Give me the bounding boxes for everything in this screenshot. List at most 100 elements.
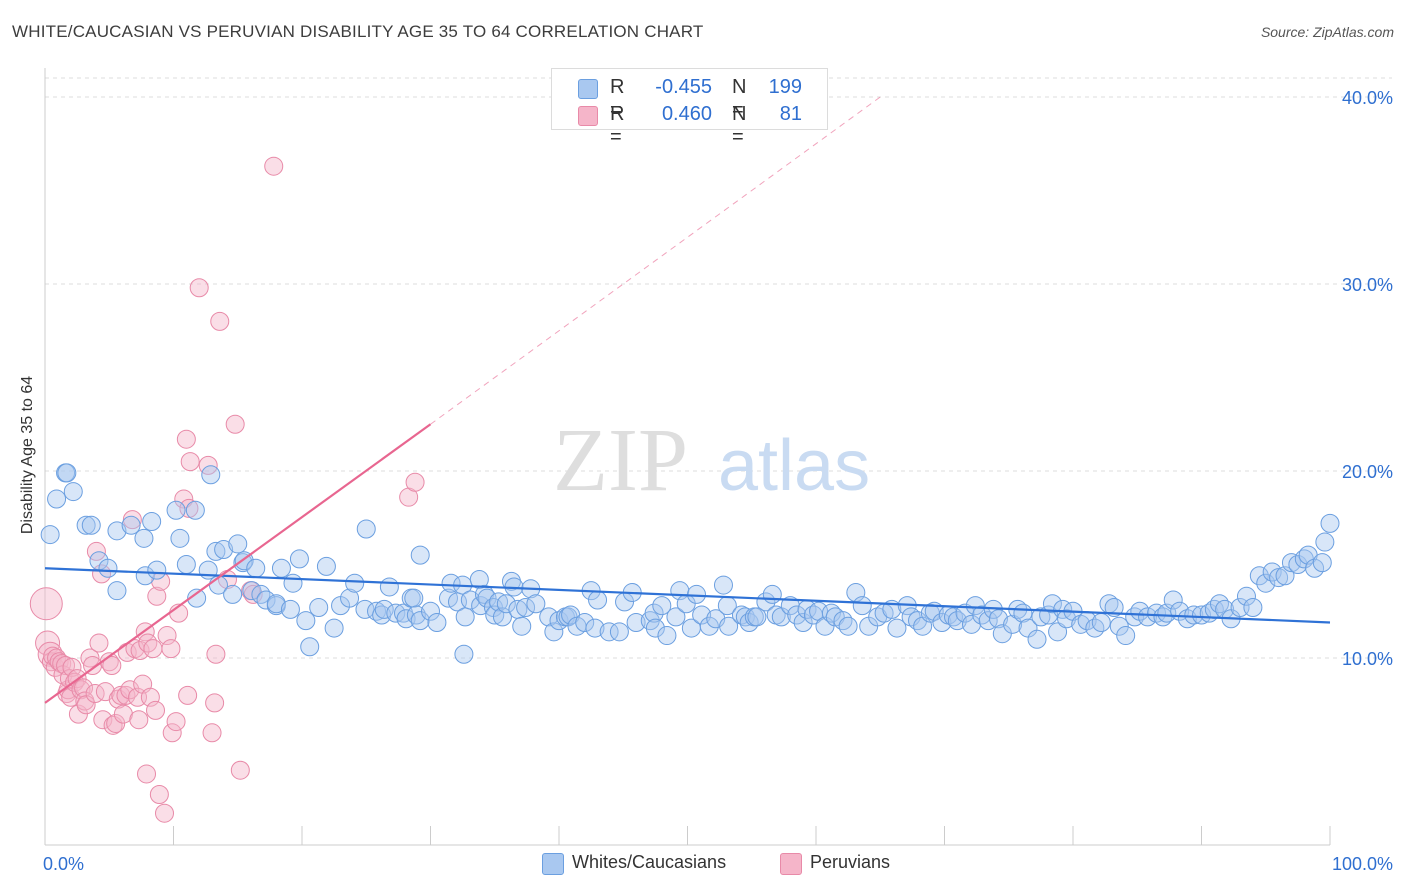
data-point-white-caucasian — [747, 607, 767, 627]
data-point-white-caucasian — [185, 500, 205, 520]
legend-r-value: -0.455 — [655, 76, 712, 98]
data-point-peruvian — [137, 764, 157, 784]
data-point-peruvian — [178, 685, 198, 705]
data-point-white-caucasian — [206, 541, 226, 561]
data-point-peruvian — [143, 639, 163, 659]
data-point-white-caucasian — [228, 534, 248, 554]
data-point-white-caucasian — [932, 612, 952, 632]
data-point-peruvian — [405, 472, 425, 492]
data-point-white-caucasian — [609, 622, 629, 642]
data-point-white-caucasian — [121, 515, 141, 535]
data-point-white-caucasian — [699, 616, 719, 636]
data-point-white-caucasian — [280, 599, 300, 619]
legend-n-value: 81 — [779, 103, 802, 125]
data-point-white-caucasian — [1091, 612, 1111, 632]
data-point-peruvian — [29, 587, 63, 621]
data-point-peruvian — [264, 156, 284, 176]
data-point-white-caucasian — [838, 616, 858, 636]
data-point-peruvian — [180, 452, 200, 472]
data-point-white-caucasian — [309, 598, 329, 618]
data-point-white-caucasian — [98, 558, 118, 578]
data-point-white-caucasian — [489, 592, 509, 612]
data-point-white-caucasian — [170, 528, 190, 548]
data-point-peruvian — [71, 680, 91, 700]
x-tick-label: 0.0% — [43, 854, 84, 874]
watermark-zip: ZIP — [553, 411, 688, 510]
data-point-white-caucasian — [852, 596, 872, 616]
data-point-peruvian — [62, 657, 82, 677]
data-point-white-caucasian — [166, 500, 186, 520]
y-tick-label: 30.0% — [1342, 275, 1393, 295]
data-point-white-caucasian — [256, 590, 276, 610]
correlation-legend: R = -0.455 N = 199 R = 0.460 N = 81 — [551, 68, 828, 148]
y-tick-label: 10.0% — [1342, 649, 1393, 669]
data-point-white-caucasian — [512, 616, 532, 636]
data-point-white-caucasian — [223, 584, 243, 604]
data-point-white-caucasian — [460, 590, 480, 610]
watermark-atlas: atlas — [718, 426, 870, 506]
data-point-peruvian — [166, 712, 186, 732]
data-point-peruvian — [230, 760, 250, 780]
data-point-white-caucasian — [1312, 553, 1332, 573]
data-point-white-caucasian — [421, 601, 440, 621]
trend-line-white-caucasian — [44, 567, 1331, 624]
data-point-white-caucasian — [1315, 532, 1335, 552]
data-point-white-caucasian — [1116, 626, 1136, 646]
data-point-white-caucasian — [585, 618, 605, 638]
data-point-peruvian — [162, 723, 182, 743]
data-point-peruvian — [147, 586, 167, 606]
data-point-white-caucasian — [63, 482, 83, 502]
trend-line-peruvian-extension — [430, 96, 881, 425]
data-point-white-caucasian — [283, 573, 303, 593]
data-point-white-caucasian — [386, 603, 406, 623]
data-point-white-caucasian — [544, 622, 564, 642]
data-point-white-caucasian — [666, 607, 686, 627]
data-point-white-caucasian — [289, 549, 309, 569]
data-point-white-caucasian — [187, 588, 207, 608]
data-point-peruvian — [111, 685, 131, 705]
legend-swatch-pink — [578, 106, 598, 126]
data-point-white-caucasian — [296, 611, 316, 631]
data-point-white-caucasian — [947, 611, 967, 631]
data-point-white-caucasian — [943, 607, 963, 627]
data-point-white-caucasian — [719, 616, 739, 636]
x-tick-label: 100.0% — [1332, 854, 1393, 874]
data-point-white-caucasian — [762, 584, 782, 604]
data-point-peruvian — [89, 633, 109, 653]
data-point-white-caucasian — [539, 607, 559, 627]
legend-r-label: R = — [610, 103, 625, 148]
data-point-peruvian — [155, 803, 175, 823]
data-point-peruvian — [129, 710, 149, 730]
data-point-white-caucasian — [142, 511, 162, 531]
data-point-white-caucasian — [300, 637, 320, 657]
data-point-white-caucasian — [1071, 614, 1091, 634]
y-tick-label: 40.0% — [1342, 88, 1393, 108]
data-point-white-caucasian — [988, 609, 1008, 629]
data-point-white-caucasian — [355, 599, 375, 619]
data-point-white-caucasian — [427, 612, 447, 632]
data-point-white-caucasian — [40, 525, 60, 545]
y-tick-label: 20.0% — [1342, 462, 1393, 482]
data-point-peruvian — [102, 655, 122, 675]
data-point-white-caucasian — [441, 573, 461, 593]
data-point-white-caucasian — [214, 540, 234, 560]
data-point-peruvian — [189, 278, 209, 298]
data-point-white-caucasian — [1109, 616, 1129, 636]
data-point-white-caucasian — [626, 612, 646, 632]
data-point-white-caucasian — [1177, 609, 1197, 629]
data-point-peruvian — [161, 639, 181, 659]
data-point-white-caucasian — [345, 573, 365, 593]
white-caucasian-points — [40, 463, 1340, 664]
data-point-white-caucasian — [1209, 594, 1229, 614]
data-point-white-caucasian — [1057, 609, 1077, 629]
data-point-peruvian — [80, 648, 100, 668]
data-point-white-caucasian — [657, 626, 677, 646]
legend-n-label: N = — [732, 76, 747, 121]
data-point-white-caucasian — [821, 603, 841, 623]
data-point-white-caucasian — [477, 588, 497, 608]
data-point-white-caucasian — [1104, 598, 1124, 618]
data-point-white-caucasian — [644, 603, 664, 623]
data-point-white-caucasian — [324, 618, 344, 638]
data-point-peruvian — [138, 633, 158, 653]
data-point-white-caucasian — [454, 644, 474, 664]
